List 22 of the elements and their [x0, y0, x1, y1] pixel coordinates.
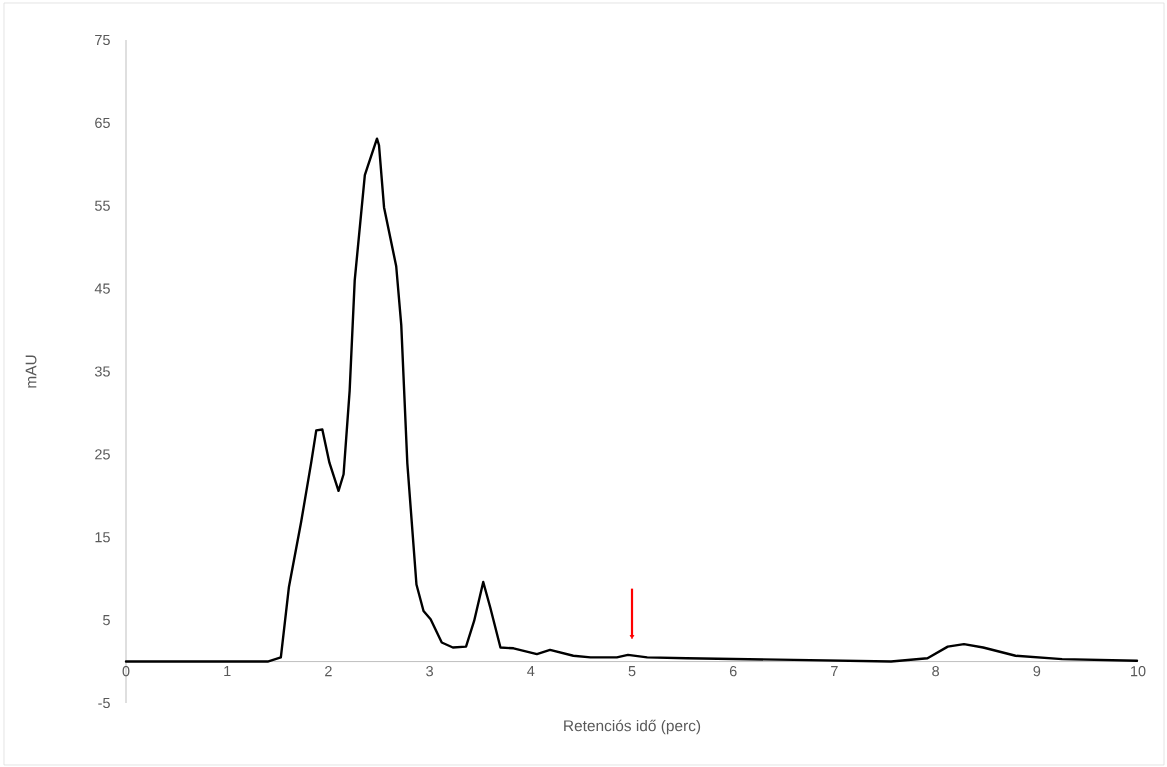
- x-tick-label: 1: [224, 666, 231, 677]
- x-tick-label: 4: [527, 666, 535, 677]
- x-tick-label: 0: [122, 666, 130, 677]
- x-tick-label: 5: [628, 666, 636, 677]
- y-axis-title: mAU: [25, 355, 37, 388]
- x-tick-label: 10: [1131, 666, 1146, 677]
- x-tick-label: 9: [1033, 666, 1041, 677]
- y-tick-label: 55: [94, 200, 110, 211]
- y-tick-label: 25: [95, 449, 110, 460]
- x-tick-label: 2: [325, 666, 332, 677]
- x-tick-label: 6: [729, 666, 737, 677]
- y-tick-label: -5: [98, 697, 110, 709]
- y-tick-label: 75: [95, 34, 110, 46]
- y-tick-label: 45: [94, 283, 110, 294]
- y-tick-label: 5: [103, 615, 110, 626]
- x-tick-label: 8: [932, 666, 939, 677]
- y-tick-label: 65: [95, 117, 110, 128]
- y-tick-label: 15: [95, 532, 110, 543]
- x-axis-title: Retenciós idő (perc): [564, 719, 701, 735]
- x-tick-label: 3: [426, 666, 433, 677]
- y-tick-label: 35: [94, 366, 110, 377]
- x-tick-label: 7: [831, 666, 838, 677]
